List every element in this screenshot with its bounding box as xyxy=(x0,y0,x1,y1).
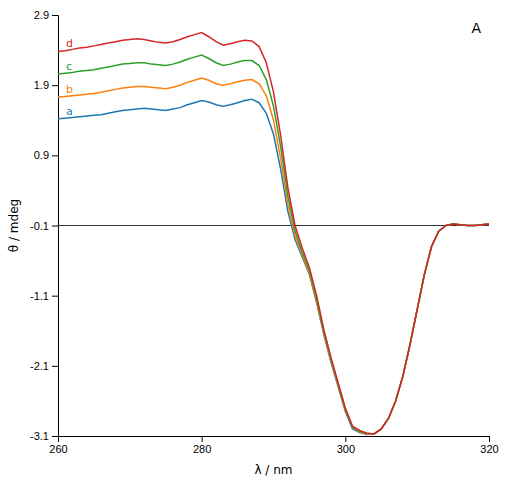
y-axis-title: θ / mdeg xyxy=(7,199,21,252)
y-tick-mark xyxy=(52,436,58,437)
x-tick-label: 300 xyxy=(337,443,355,455)
x-tick-label: 320 xyxy=(480,443,498,455)
y-tick-mark xyxy=(52,85,58,86)
x-tick-mark xyxy=(345,436,346,442)
title: A xyxy=(471,20,481,36)
y-tick-label: 0.9 xyxy=(34,149,49,161)
series-label: a xyxy=(66,105,73,118)
series-line xyxy=(58,55,489,434)
series-labels: abcd xyxy=(66,37,73,117)
x-tick-mark xyxy=(489,436,490,442)
x-tick-mark xyxy=(202,436,203,442)
y-tick-label: -1.1 xyxy=(30,290,49,302)
x-tick: 320 xyxy=(480,436,498,455)
series-label: b xyxy=(66,83,73,96)
chart: 260 280 300 320 -3.1 -2.1 -1.1 -0.1 0.9 1.9 2.9 abc… xyxy=(0,0,507,484)
y-tick: 2.9 xyxy=(34,9,58,21)
x-tick: 300 xyxy=(337,436,355,455)
y-tick-mark xyxy=(52,226,58,227)
x-tick-label: 260 xyxy=(49,443,67,455)
x-tick: 280 xyxy=(193,436,211,455)
y-tick-mark xyxy=(52,296,58,297)
x-axis-title: λ / nm xyxy=(254,463,292,477)
series-label: c xyxy=(66,60,72,73)
y-tick-mark xyxy=(52,155,58,156)
y-tick-label: -2.1 xyxy=(30,360,49,372)
y-tick-label: -3.1 xyxy=(30,430,49,442)
y-tick: -3.1 xyxy=(30,430,58,442)
y-tick: 0.9 xyxy=(34,149,58,161)
series-line xyxy=(58,78,489,434)
series-label: d xyxy=(66,37,73,50)
y-tick-mark xyxy=(52,15,58,16)
x-axis-line xyxy=(59,437,490,443)
y-axis: -3.1 -2.1 -1.1 -0.1 0.9 1.9 2.9 xyxy=(30,9,58,442)
series-line xyxy=(58,33,489,434)
y-tick: -1.1 xyxy=(30,290,58,302)
y-tick: -2.1 xyxy=(30,360,58,372)
y-tick-mark xyxy=(52,366,58,367)
x-axis: 260 280 300 320 xyxy=(49,436,498,455)
y-tick-label: 1.9 xyxy=(34,79,49,91)
series-line xyxy=(58,99,489,434)
plot-area: 260 280 300 320 -3.1 -2.1 -1.1 -0.1 0.9 1.9 2.9 abc… xyxy=(30,9,499,455)
reference-line xyxy=(58,225,489,226)
y-tick-label: 2.9 xyxy=(34,9,49,21)
marks xyxy=(58,33,489,435)
y-tick-label: -0.1 xyxy=(30,220,49,232)
y-tick: 1.9 xyxy=(34,79,58,91)
x-tick-label: 280 xyxy=(193,443,211,455)
y-tick: -0.1 xyxy=(30,220,58,232)
x-tick: 260 xyxy=(49,436,67,455)
y-axis-line xyxy=(52,16,59,437)
